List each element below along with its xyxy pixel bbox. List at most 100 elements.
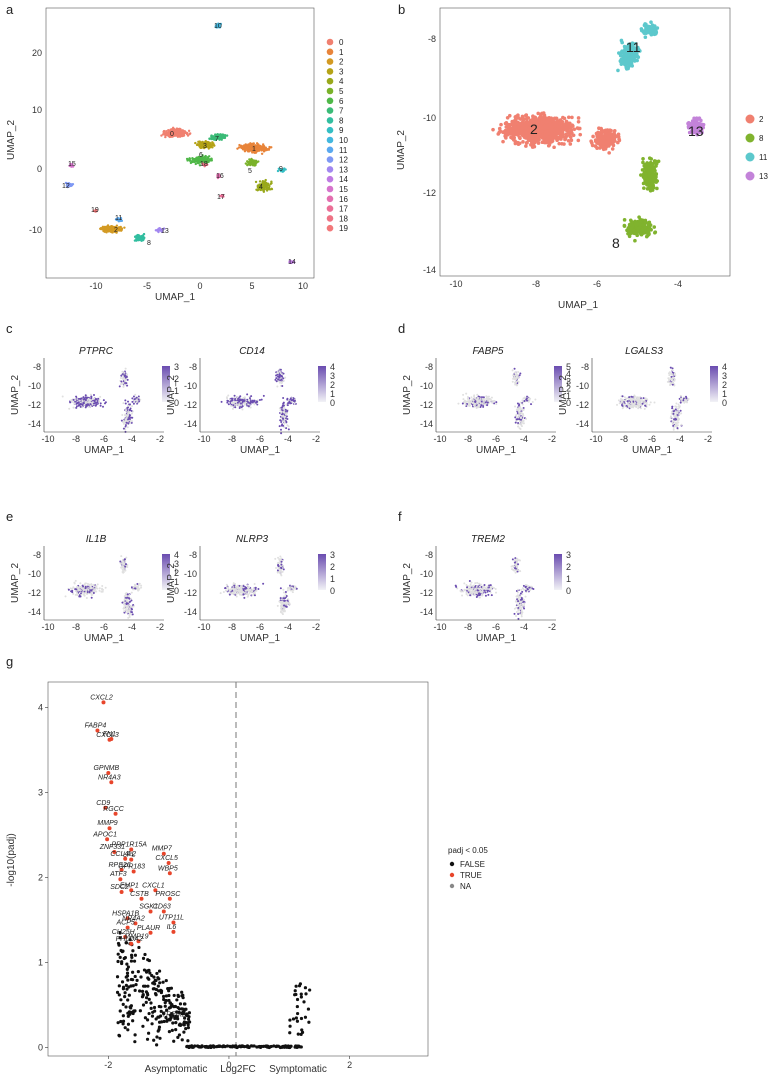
cluster-point xyxy=(200,147,202,149)
cell-point xyxy=(462,394,464,396)
panel-a-xtick: 0 xyxy=(197,281,202,291)
cell-point xyxy=(493,402,495,404)
x-tick: -6 xyxy=(100,434,108,444)
y-tick: -14 xyxy=(28,419,41,429)
legend-label: 17 xyxy=(339,205,348,214)
cluster-point xyxy=(142,234,144,236)
cell-point xyxy=(468,400,470,402)
panel-b-ytick: -12 xyxy=(423,188,436,198)
subcluster-point xyxy=(629,219,633,223)
cell-point xyxy=(105,401,107,403)
cell-point xyxy=(465,393,467,395)
cell-point xyxy=(282,413,284,415)
legend-swatch xyxy=(327,117,334,124)
subcluster-point xyxy=(597,142,601,146)
cell-point xyxy=(93,398,95,400)
panel-b-xlabel: UMAP_1 xyxy=(558,300,598,311)
subcluster-point xyxy=(633,220,637,224)
cluster-point xyxy=(139,237,141,239)
cell-point xyxy=(87,406,89,408)
subcluster-point xyxy=(560,132,564,136)
subcluster-point xyxy=(641,157,645,161)
cell-point xyxy=(129,414,131,416)
cell-point xyxy=(675,412,677,414)
cell-point xyxy=(280,409,282,411)
subcluster-point xyxy=(652,225,656,229)
cluster-point xyxy=(249,147,251,149)
cluster-point xyxy=(123,226,125,228)
cell-point xyxy=(123,428,125,430)
subcluster-point xyxy=(533,145,537,149)
cell-point xyxy=(120,380,122,382)
cell-point xyxy=(80,406,82,408)
cluster-point xyxy=(204,156,206,158)
y-tick: -12 xyxy=(184,400,197,410)
feature-plot-cd14: CD14-8-10-12-14-10-8-6-4-2UMAP_1UMAP_243… xyxy=(166,346,335,456)
subcluster-point xyxy=(649,32,653,36)
cluster-point xyxy=(270,188,272,190)
cell-point xyxy=(672,420,674,422)
cell-point xyxy=(93,394,95,396)
cell-point xyxy=(103,399,105,401)
cell-point xyxy=(515,414,517,416)
legend-swatch xyxy=(327,225,334,232)
legend-label: 8 xyxy=(339,116,344,125)
cell-point xyxy=(284,377,286,379)
cell-point xyxy=(673,408,675,410)
cell-point xyxy=(69,401,71,403)
cell-point xyxy=(495,401,497,403)
cell-point xyxy=(293,400,295,402)
y-tick: -12 xyxy=(28,400,41,410)
subcluster-point xyxy=(570,123,574,127)
panel-a-xtick: 5 xyxy=(249,281,254,291)
subcluster-point xyxy=(637,230,641,234)
subcluster-point xyxy=(617,51,621,55)
cell-point xyxy=(79,404,81,406)
panel-d: d xyxy=(398,321,405,336)
cell-point xyxy=(281,375,283,377)
cluster-label: 13 xyxy=(161,228,169,235)
cluster-point xyxy=(255,181,257,183)
legend-label: 5 xyxy=(339,87,344,96)
subcluster-point xyxy=(616,69,620,73)
subcluster-point xyxy=(525,141,529,145)
subcluster-point xyxy=(647,228,651,232)
cell-point xyxy=(678,413,680,415)
panel-a-frame xyxy=(46,8,314,278)
cell-point xyxy=(495,403,497,405)
cell-point xyxy=(520,408,522,410)
cell-point xyxy=(68,408,70,410)
legend-label: 1 xyxy=(339,48,344,57)
cell-point xyxy=(85,402,87,404)
cell-point xyxy=(519,406,521,408)
subcluster-point xyxy=(620,39,624,43)
subcluster-point xyxy=(518,142,522,146)
y-axis-label: UMAP_2 xyxy=(402,375,413,415)
cell-point xyxy=(676,416,678,418)
cell-point xyxy=(234,398,236,400)
subcluster-point xyxy=(531,114,535,118)
subcluster-point xyxy=(498,130,502,134)
cluster-point xyxy=(251,143,253,145)
cell-point xyxy=(95,398,97,400)
cell-point xyxy=(643,397,645,399)
cell-point xyxy=(226,400,228,402)
cell-point xyxy=(481,396,483,398)
cell-point xyxy=(491,400,493,402)
subcluster-point xyxy=(624,66,628,70)
legend-label: 7 xyxy=(339,107,344,116)
cluster-point xyxy=(194,142,196,144)
cluster-point xyxy=(263,150,265,152)
color-scale-bar xyxy=(318,366,326,402)
cell-point xyxy=(470,396,472,398)
subcluster-point xyxy=(639,173,643,177)
cluster-point xyxy=(266,149,268,151)
cluster-point xyxy=(244,149,246,151)
cell-point xyxy=(234,406,236,408)
cell-point xyxy=(81,400,83,402)
legend-swatch xyxy=(327,176,334,183)
panel-b-ytick: -14 xyxy=(423,265,436,275)
cell-point xyxy=(62,396,64,398)
cluster-point xyxy=(189,159,191,161)
